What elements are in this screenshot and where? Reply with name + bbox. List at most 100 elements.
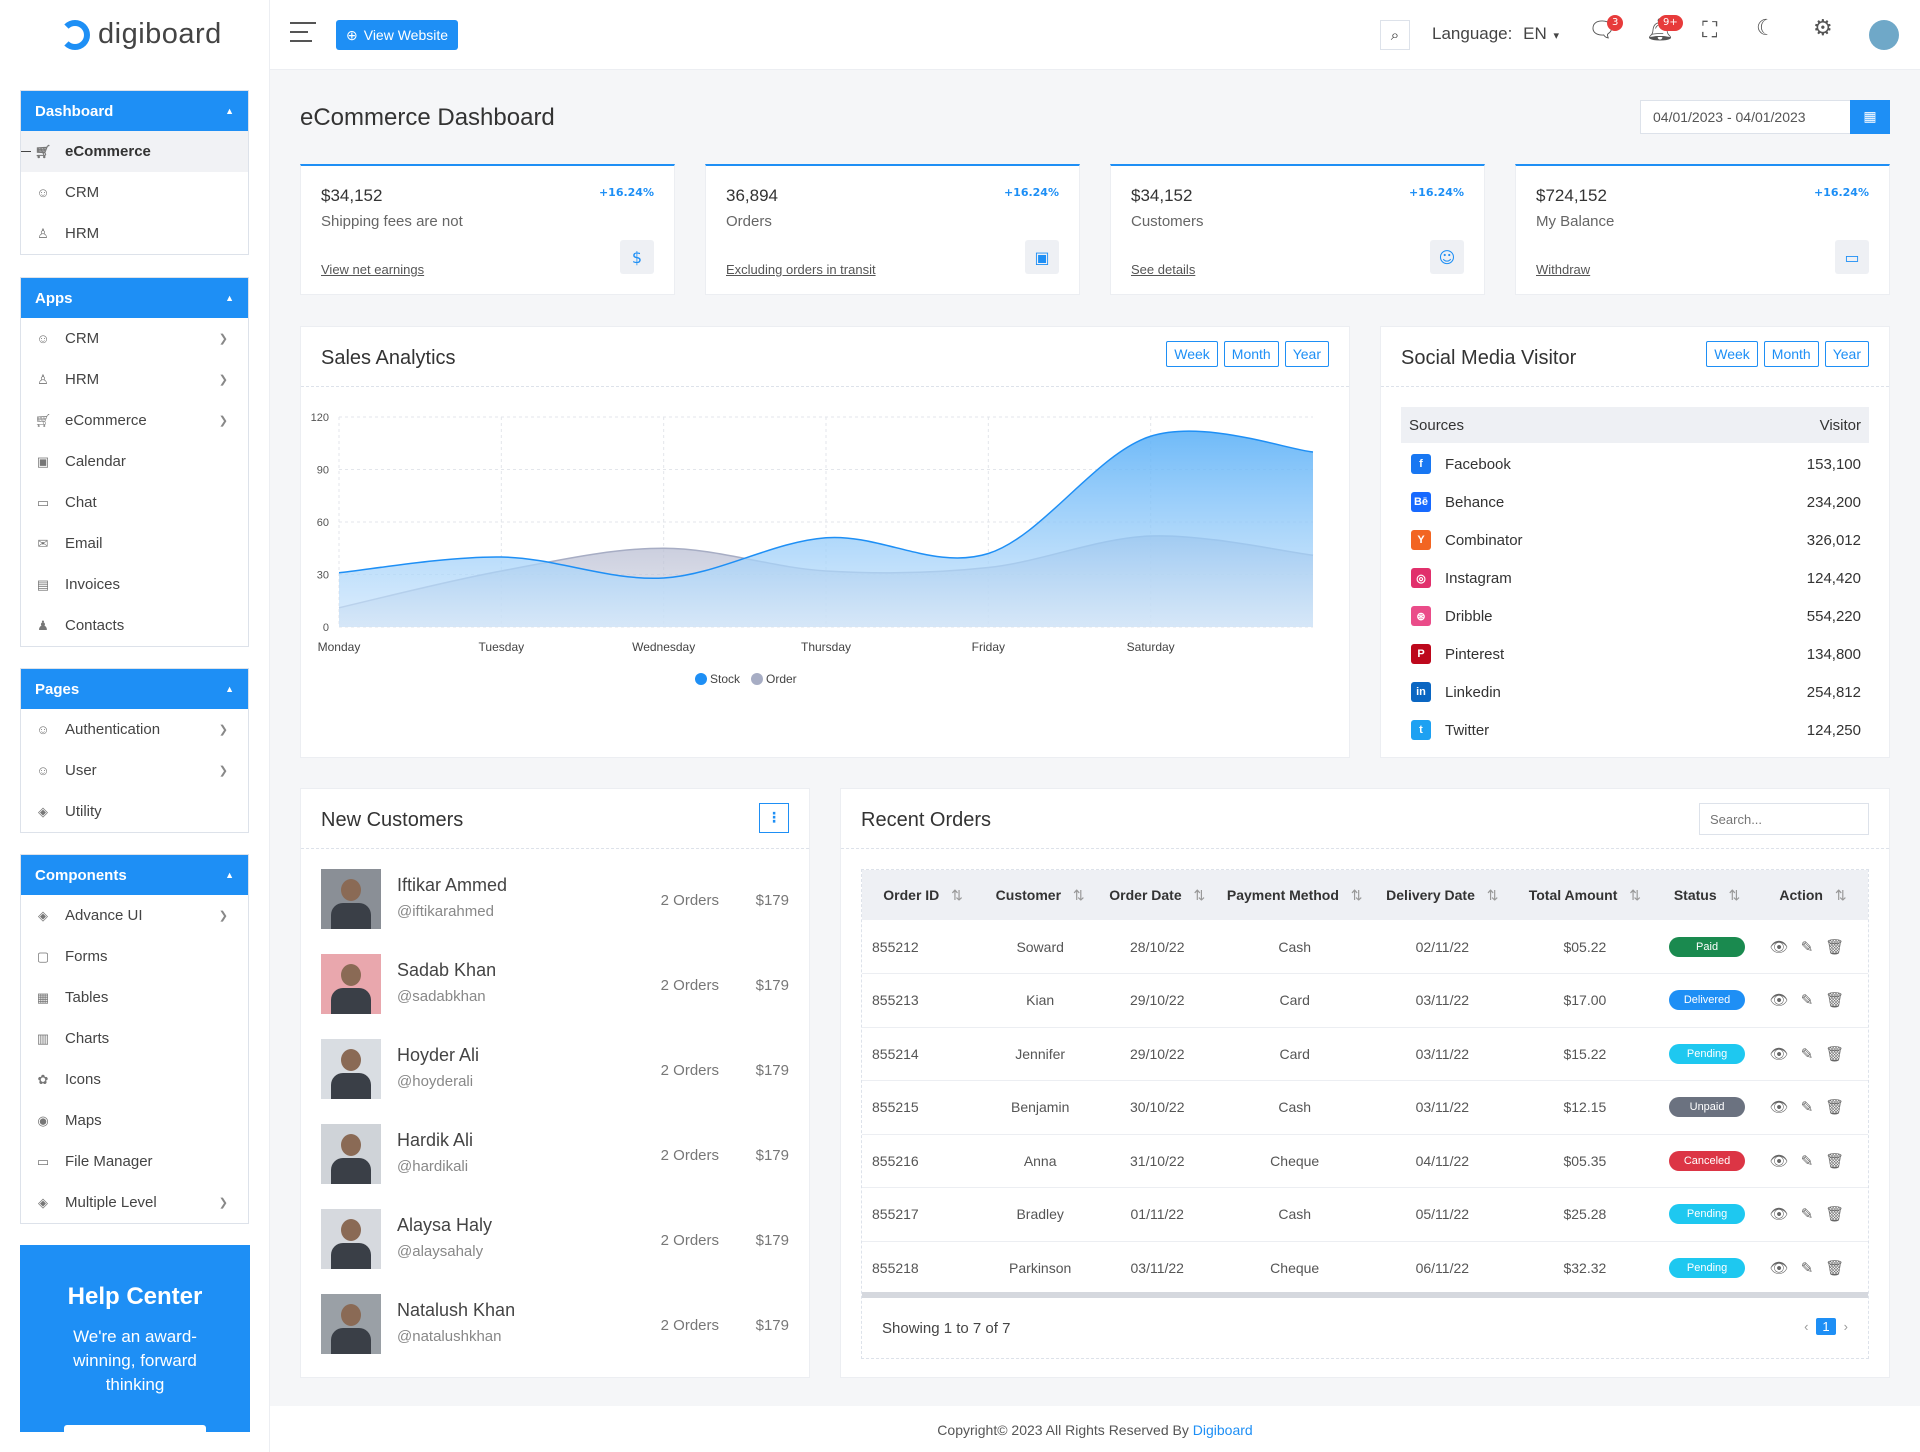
- sidebar-section-header[interactable]: Components ▲: [21, 855, 248, 895]
- calendar-button[interactable]: ▦: [1850, 100, 1890, 134]
- edit-icon[interactable]: ✎: [1800, 1259, 1826, 1277]
- trash-icon[interactable]: 🗑︎: [1825, 992, 1857, 1010]
- edit-icon[interactable]: ✎: [1800, 1045, 1826, 1063]
- sidebar-item-contacts[interactable]: ♟ Contacts: [21, 605, 248, 646]
- more-options-button[interactable]: ⋮: [759, 803, 789, 833]
- eye-icon[interactable]: 👁︎: [1769, 1259, 1801, 1277]
- edit-icon[interactable]: ✎: [1800, 938, 1826, 956]
- search-button[interactable]: ⌕: [1380, 20, 1410, 50]
- fullscreen-icon[interactable]: ⛶: [1702, 18, 1718, 43]
- logo[interactable]: digiboard: [60, 18, 222, 51]
- trash-icon[interactable]: 🗑︎: [1825, 1152, 1857, 1170]
- sidebar-section-header[interactable]: Apps ▲: [21, 278, 248, 318]
- column-header[interactable]: Status ⇅: [1656, 870, 1758, 920]
- customer-row[interactable]: Alaysa Haly @alaysahaly 2 Orders $179: [321, 1209, 789, 1271]
- edit-icon[interactable]: ✎: [1800, 992, 1826, 1010]
- sidebar-item-ecommerce[interactable]: 🛒︎ eCommerce ❯: [21, 400, 248, 441]
- sidebar-item-file-manager[interactable]: ▭ File Manager: [21, 1141, 248, 1182]
- eye-icon[interactable]: 👁︎: [1769, 1045, 1801, 1063]
- sidebar-item-multiple-level[interactable]: ◈ Multiple Level ❯: [21, 1182, 248, 1223]
- orders-search-input[interactable]: [1699, 803, 1869, 835]
- sidebar-item-hrm[interactable]: ♙ HRM: [21, 213, 248, 254]
- footer-link[interactable]: Digiboard: [1192, 1422, 1253, 1438]
- stat-link[interactable]: Withdraw: [1536, 262, 1591, 277]
- avatar[interactable]: [1869, 20, 1899, 50]
- edit-icon[interactable]: ✎: [1800, 1152, 1826, 1170]
- order-order-date: 01/11/22: [1096, 1187, 1219, 1242]
- tab-month[interactable]: Month: [1223, 341, 1279, 367]
- trash-icon[interactable]: 🗑︎: [1825, 1099, 1857, 1117]
- sidebar-section-header[interactable]: Pages ▲: [21, 669, 248, 709]
- edit-icon[interactable]: ✎: [1800, 1099, 1826, 1117]
- sidebar-section-apps: Apps ▲ ☺ CRM ❯ ♙ HRM ❯ 🛒︎ eCommerce ❯ ▣ Calendar ▭ Cha…: [20, 277, 249, 647]
- column-header[interactable]: Payment Method ⇅: [1218, 870, 1372, 920]
- page-1-button[interactable]: 1: [1816, 1318, 1836, 1335]
- column-header[interactable]: Order Date ⇅: [1096, 870, 1219, 920]
- dark-mode-icon[interactable]: ☾: [1756, 16, 1776, 41]
- sidebar-item-calendar[interactable]: ▣ Calendar: [21, 441, 248, 482]
- sidebar-item-crm[interactable]: ☺ CRM: [21, 172, 248, 213]
- column-header[interactable]: Delivery Date ⇅: [1371, 870, 1514, 920]
- trash-icon[interactable]: 🗑︎: [1825, 1206, 1857, 1224]
- sidebar-item-hrm[interactable]: ♙ HRM ❯: [21, 359, 248, 400]
- eye-icon[interactable]: 👁︎: [1769, 992, 1801, 1010]
- tab-year[interactable]: Year: [1284, 341, 1329, 367]
- user-icon: ☺: [1430, 240, 1464, 274]
- sidebar-item-label: Contacts: [65, 617, 125, 634]
- sidebar-item-crm[interactable]: ☺ CRM ❯: [21, 318, 248, 359]
- language-selector[interactable]: Language: EN ▾: [1432, 24, 1559, 44]
- chevron-right-icon: ❯: [218, 910, 228, 922]
- sidebar-item-maps[interactable]: ◉ Maps: [21, 1100, 248, 1141]
- menu-toggle-icon[interactable]: [290, 22, 316, 44]
- stat-link[interactable]: Excluding orders in transit: [726, 262, 876, 277]
- eye-icon[interactable]: 👁︎: [1769, 1152, 1801, 1170]
- chevron-right-icon: ❯: [218, 724, 228, 736]
- eye-icon[interactable]: 👁︎: [1769, 1206, 1801, 1224]
- sidebar-item-email[interactable]: ✉ Email: [21, 523, 248, 564]
- sidebar-item-invoices[interactable]: ▤ Invoices: [21, 564, 248, 605]
- sidebar-item-icons[interactable]: ✿ Icons: [21, 1059, 248, 1100]
- tab-year[interactable]: Year: [1824, 341, 1869, 367]
- sidebar-item-forms[interactable]: ▢ Forms: [21, 936, 248, 977]
- eye-icon[interactable]: 👁︎: [1769, 1099, 1801, 1117]
- customer-handle: @sadabkhan: [397, 988, 486, 1005]
- column-header[interactable]: Order ID ⇅: [862, 870, 985, 920]
- customer-row[interactable]: Natalush Khan @natalushkhan 2 Orders $179: [321, 1294, 789, 1356]
- edit-icon[interactable]: ✎: [1800, 1206, 1826, 1224]
- email-icon: ✉: [37, 535, 49, 551]
- sidebar-item-authentication[interactable]: ☺ Authentication ❯: [21, 709, 248, 750]
- sidebar-item-utility[interactable]: ◈ Utility: [21, 791, 248, 832]
- next-page-icon[interactable]: ›: [1843, 1319, 1848, 1334]
- tab-week[interactable]: Week: [1166, 341, 1218, 367]
- stat-link[interactable]: View net earnings: [321, 262, 425, 277]
- eye-icon[interactable]: 👁︎: [1769, 938, 1801, 956]
- sidebar-item-charts[interactable]: ▥ Charts: [21, 1018, 248, 1059]
- sidebar-item-chat[interactable]: ▭ Chat: [21, 482, 248, 523]
- prev-page-icon[interactable]: ‹: [1804, 1319, 1809, 1334]
- sidebar-section-header[interactable]: Dashboard ▲: [21, 91, 248, 131]
- divider: [301, 386, 1349, 387]
- date-range-picker[interactable]: 04/01/2023 - 04/01/2023: [1640, 100, 1860, 134]
- trash-icon[interactable]: 🗑︎: [1825, 938, 1857, 956]
- stat-link[interactable]: See details: [1131, 262, 1196, 277]
- customer-row[interactable]: Hoyder Ali @hoyderali 2 Orders $179: [321, 1039, 789, 1101]
- trash-icon[interactable]: 🗑︎: [1825, 1259, 1857, 1277]
- help-center-button[interactable]: [64, 1425, 206, 1435]
- column-header[interactable]: Customer ⇅: [984, 870, 1097, 920]
- order-order-date: 30/10/22: [1096, 1080, 1219, 1135]
- tab-month[interactable]: Month: [1763, 341, 1819, 367]
- trash-icon[interactable]: 🗑︎: [1825, 1045, 1857, 1063]
- tab-week[interactable]: Week: [1706, 341, 1758, 367]
- column-header[interactable]: Total Amount ⇅: [1513, 870, 1657, 920]
- view-website-button[interactable]: ⊕ View Website: [336, 20, 459, 50]
- sidebar-item-user[interactable]: ☺ User ❯: [21, 750, 248, 791]
- customer-row[interactable]: Sadab Khan @sadabkhan 2 Orders $179: [321, 954, 789, 1016]
- sidebar-item-tables[interactable]: ▦ Tables: [21, 977, 248, 1018]
- settings-icon[interactable]: ⚙: [1813, 16, 1833, 41]
- sidebar-item-ecommerce[interactable]: 🛒︎ eCommerce: [21, 131, 248, 172]
- sidebar-item-advance-ui[interactable]: ◈ Advance UI ❯: [21, 895, 248, 936]
- customer-row[interactable]: Iftikar Ammed @iftikarahmed 2 Orders $179: [321, 869, 789, 931]
- customer-row[interactable]: Hardik Ali @hardikali 2 Orders $179: [321, 1124, 789, 1186]
- table-scrollbar[interactable]: [862, 1292, 1868, 1298]
- column-header[interactable]: Action ⇅: [1757, 870, 1868, 920]
